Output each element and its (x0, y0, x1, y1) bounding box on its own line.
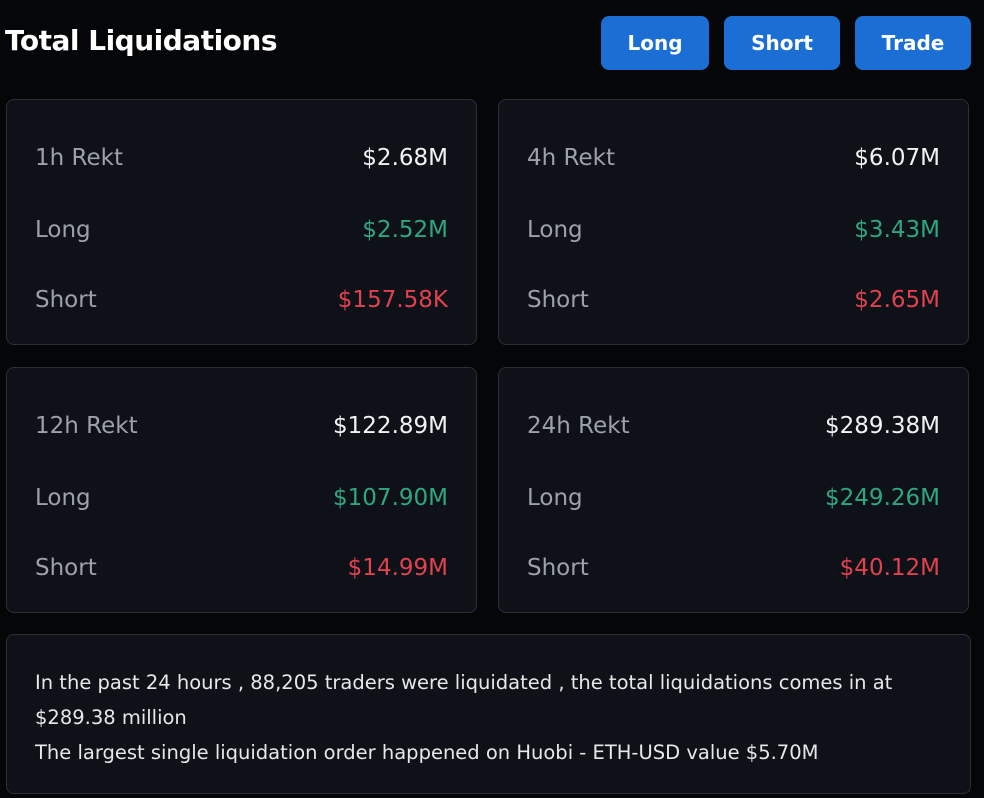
stat-row: 4h Rekt $6.07M (527, 143, 940, 173)
stat-row: Short $14.99M (35, 553, 448, 583)
stat-label: Short (35, 287, 97, 313)
stat-label: 4h Rekt (527, 145, 615, 171)
stat-value: $157.58K (337, 287, 448, 313)
stat-label: Long (527, 485, 583, 511)
stat-row: 1h Rekt $2.68M (35, 143, 448, 173)
stat-row: 24h Rekt $289.38M (527, 411, 940, 441)
stat-label: Short (35, 555, 97, 581)
stat-value: $3.43M (854, 217, 940, 243)
summary-text: The largest single liquidation order hap… (35, 741, 819, 764)
stat-value: $2.65M (854, 287, 940, 313)
stat-row: Short $2.65M (527, 285, 940, 315)
stat-card: 1h Rekt $2.68M Long $2.52M Short $157.58K (6, 99, 477, 345)
stat-card: 24h Rekt $289.38M Long $249.26M Short $40.12M (498, 367, 969, 613)
stat-card: 4h Rekt $6.07M Long $3.43M Short $2.65M (498, 99, 969, 345)
stat-value: $40.12M (839, 555, 940, 581)
stat-value: $14.99M (347, 555, 448, 581)
stat-value: $6.07M (854, 145, 940, 171)
stat-row: Long $107.90M (35, 483, 448, 513)
stat-label: Long (35, 485, 91, 511)
stat-label: 12h Rekt (35, 413, 138, 439)
stat-row: Short $40.12M (527, 553, 940, 583)
stat-label: Long (527, 217, 583, 243)
stat-row: Short $157.58K (35, 285, 448, 315)
stat-card: 12h Rekt $122.89M Long $107.90M Short $14.99M (6, 367, 477, 613)
summary-text: In the past 24 hours , 88,205 traders we… (35, 671, 893, 729)
stat-label: 24h Rekt (527, 413, 630, 439)
stat-value: $249.26M (825, 485, 940, 511)
summary-box: In the past 24 hours , 88,205 traders we… (6, 634, 971, 794)
tab-button[interactable]: Trade (855, 16, 971, 70)
stat-row: Long $249.26M (527, 483, 940, 513)
stat-value: $2.52M (362, 217, 448, 243)
page-title: Total Liquidations (5, 24, 278, 57)
stat-value: $122.89M (333, 413, 448, 439)
stat-label: Short (527, 287, 589, 313)
stat-value: $107.90M (333, 485, 448, 511)
tab-button[interactable]: Long (601, 16, 709, 70)
stat-row: 12h Rekt $122.89M (35, 411, 448, 441)
stat-value: $2.68M (362, 145, 448, 171)
stat-label: Long (35, 217, 91, 243)
stat-label: 1h Rekt (35, 145, 123, 171)
stat-row: Long $2.52M (35, 215, 448, 245)
stat-value: $289.38M (825, 413, 940, 439)
stat-label: Short (527, 555, 589, 581)
tab-button[interactable]: Short (724, 16, 840, 70)
stat-row: Long $3.43M (527, 215, 940, 245)
